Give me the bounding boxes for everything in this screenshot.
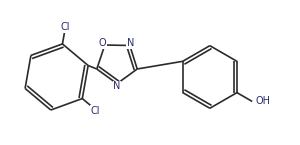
Text: OH: OH — [255, 96, 270, 106]
Text: N: N — [113, 81, 121, 91]
Text: Cl: Cl — [91, 106, 100, 116]
Text: O: O — [98, 38, 106, 48]
Text: N: N — [127, 38, 134, 48]
Text: Cl: Cl — [60, 22, 70, 32]
